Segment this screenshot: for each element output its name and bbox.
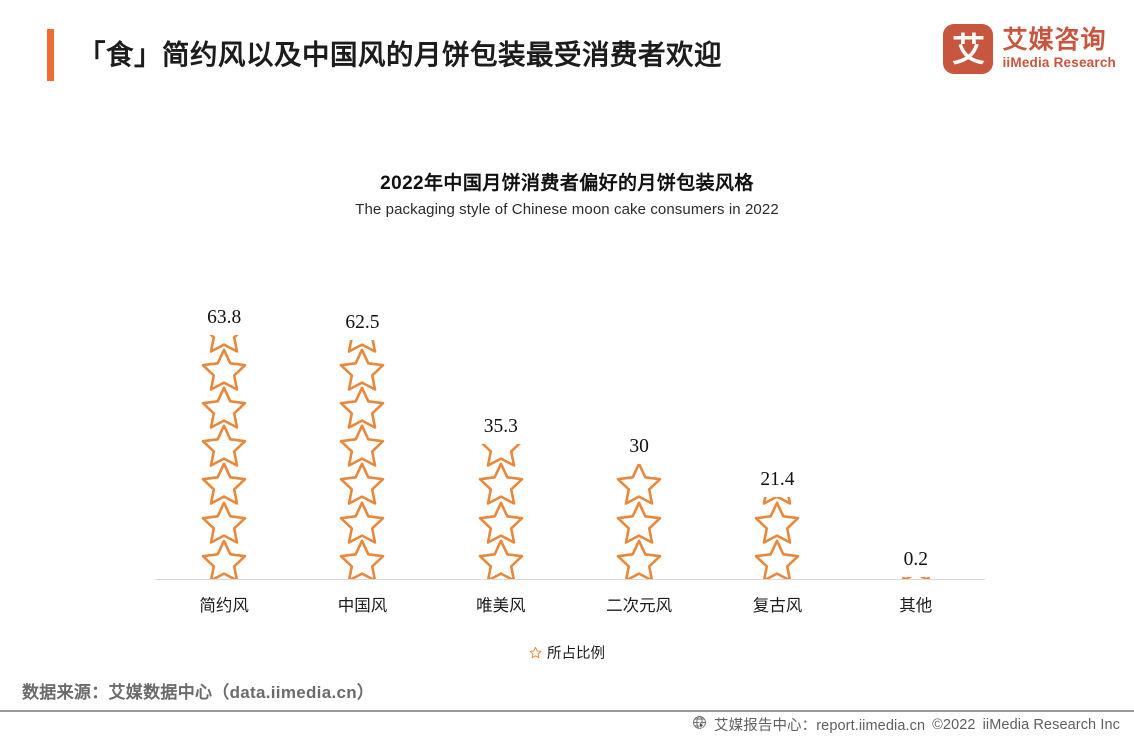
- star-icon: [754, 501, 800, 544]
- star-icon: [478, 501, 524, 544]
- star-icon: [339, 539, 385, 579]
- page-header: 「食」简约风以及中国风的月饼包装最受消费者欢迎 艾 艾媒咨询 iiMedia R…: [0, 0, 1134, 108]
- chart-category-label: 其他: [899, 597, 933, 615]
- star-icon: [201, 386, 247, 429]
- chart-star-stack: [339, 340, 385, 579]
- star-icon: [478, 444, 524, 468]
- chart-category-label: 中国风: [337, 597, 388, 615]
- legend-label: 所占比例: [547, 646, 605, 662]
- star-icon: [201, 539, 247, 579]
- chart-column: 21.4: [708, 250, 846, 579]
- chart-column: 62.5: [293, 250, 431, 579]
- footer-bar: 艾媒报告中心：report.iimedia.cn ©2022 iiMedia R…: [0, 712, 1134, 737]
- footer-divider: [0, 710, 1134, 712]
- star-icon: [201, 348, 247, 391]
- star-icon: [478, 539, 524, 579]
- chart-column: 35.3: [432, 250, 570, 579]
- star-icon: [201, 424, 247, 468]
- logo-text: 艾媒咨询 iiMedia Research: [1002, 28, 1116, 70]
- chart-value-label: 0.2: [903, 549, 928, 570]
- chart-star-stack: [616, 464, 662, 579]
- chart-value-label: 62.5: [345, 312, 380, 334]
- chart-star-stack: [201, 335, 247, 579]
- logo-name-en: iiMedia Research: [1002, 55, 1116, 71]
- chart-star-stack: [754, 497, 800, 579]
- chart-value-label: 63.8: [207, 307, 242, 329]
- star-icon: [201, 335, 247, 353]
- chart-baseline-axis: [155, 579, 985, 580]
- star-icon: [339, 348, 385, 391]
- page-title: 「食」简约风以及中国风的月饼包装最受消费者欢迎: [78, 39, 722, 70]
- chart-plot-area: 63.8 62.5 35.3 30 21.4 0.2: [155, 250, 985, 580]
- star-icon: [201, 501, 247, 544]
- chart-category-label: 复古风: [752, 597, 803, 615]
- star-icon: [754, 539, 800, 579]
- footer-report-center: 艾媒报告中心：report.iimedia.cn: [714, 718, 926, 734]
- logo-mark-glyph: 艾: [951, 29, 985, 69]
- chart-star-stack: [478, 444, 524, 579]
- chart-value-label: 30: [629, 436, 649, 458]
- chart-category-axis: 简约风 中国风 唯美风 二次元风 复古风 其他: [155, 592, 985, 616]
- star-icon: [339, 462, 385, 506]
- star-icon: [616, 539, 662, 579]
- chart-legend: 所占比例: [0, 642, 1134, 663]
- data-source-text: 数据来源：艾媒数据中心（data.iimedia.cn）: [22, 683, 375, 702]
- chart-category-label: 唯美风: [476, 597, 526, 615]
- title-accent-bar: [47, 29, 54, 81]
- chart-value-label: 35.3: [483, 416, 518, 438]
- star-icon: [201, 462, 247, 506]
- star-icon: [616, 464, 662, 506]
- brand-logo: 艾 艾媒咨询 iiMedia Research: [943, 20, 1116, 78]
- star-icon: [339, 424, 385, 468]
- star-icon: [478, 462, 524, 506]
- chart-column: 0.2: [847, 250, 985, 579]
- chart-category-label: 二次元风: [606, 597, 673, 615]
- legend-star-icon: [529, 646, 542, 659]
- chart-category-label: 简约风: [199, 597, 249, 615]
- chart-columns: 63.8 62.5 35.3 30 21.4 0.2: [155, 250, 985, 579]
- logo-name-cn: 艾媒咨询: [1002, 26, 1107, 55]
- chart-value-label: 21.4: [760, 469, 795, 491]
- footer-company: iiMedia Research Inc: [982, 716, 1120, 733]
- chart-subtitle: The packaging style of Chinese moon cake…: [355, 201, 779, 218]
- footer-copyright: ©2022: [932, 716, 976, 733]
- star-icon: [339, 386, 385, 429]
- star-icon: [616, 501, 662, 544]
- chart-title: 2022年中国月饼消费者偏好的月饼包装风格: [380, 173, 754, 194]
- star-icon: [339, 501, 385, 544]
- globe-icon: [692, 715, 707, 735]
- star-icon: [339, 340, 385, 353]
- chart-column: 30: [570, 250, 708, 579]
- chart-column: 63.8: [155, 250, 293, 579]
- logo-mark-icon: 艾: [943, 24, 994, 74]
